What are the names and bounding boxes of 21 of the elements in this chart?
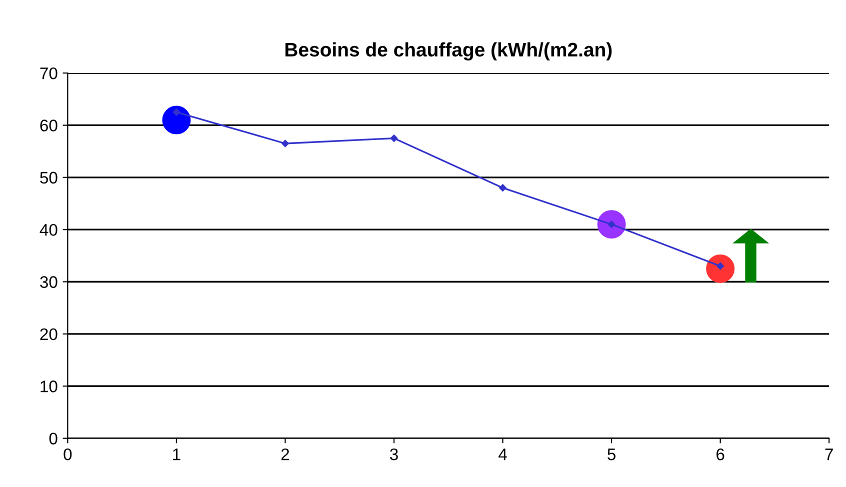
y-tick-label: 50 <box>40 172 58 184</box>
y-tick-label: 10 <box>40 380 58 392</box>
x-tick-label: 1 <box>173 448 180 460</box>
point <box>282 140 289 148</box>
x-tick-label: 7 <box>825 448 833 460</box>
y-tick-label: 70 <box>40 67 58 80</box>
x-tick-label: 2 <box>281 448 290 460</box>
x-tick-label: 4 <box>498 448 507 460</box>
x-tick-label: 0 <box>64 448 72 460</box>
y-tick-label: 30 <box>40 276 58 288</box>
y-tick-label: 60 <box>40 120 58 132</box>
chart-title: Besoins de chauffage (kWh/(m2.an) <box>285 42 612 61</box>
x-tick-label: 6 <box>716 448 724 460</box>
x-tick-label: 5 <box>608 448 616 460</box>
y-tick-label: 0 <box>49 432 58 445</box>
point <box>172 108 180 116</box>
y-tick-label: 40 <box>40 224 58 236</box>
y-tick-label: 20 <box>40 328 58 340</box>
x-tick-label: 3 <box>390 448 398 460</box>
point <box>499 184 506 192</box>
point <box>390 134 398 142</box>
